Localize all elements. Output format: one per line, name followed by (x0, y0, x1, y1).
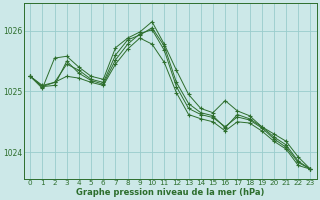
X-axis label: Graphe pression niveau de la mer (hPa): Graphe pression niveau de la mer (hPa) (76, 188, 265, 197)
